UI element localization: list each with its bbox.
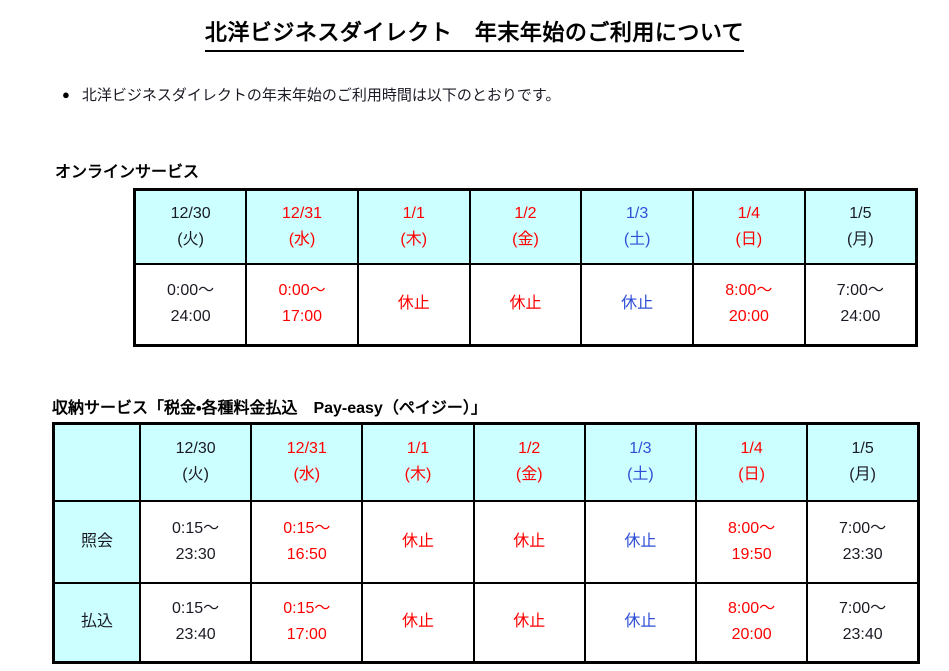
date-header-cell: 1/2 (金) [468,188,583,265]
date-header-cell: 1/1 (木) [356,188,471,265]
date-header-cell: 1/4 (日) [695,422,809,502]
schedule-cell: 休止 [356,262,471,347]
date-header-cell: 1/4 (日) [692,188,806,265]
date-header-row: 12/30 (火) 12/31 (水) 1/1 (木) 1/2 (金) 1/3 (土) 1/4 (日)… [133,188,918,265]
payeasy-service-table: 12/30 (火) 12/31 (水) 1/1 (木) 1/2 (金) 1/3 (土) 1/4 (日)… [52,422,920,664]
schedule-cell: 休止 [472,499,586,584]
schedule-cell: 休止 [361,499,475,584]
schedule-cell: 7:00～ 24:00 [803,262,918,347]
schedule-row: 0:00～ 24:00 0:00～ 17:00 休止 休止 休止 8:00～ 20:00 7:00… [133,262,918,347]
page-title-wrap: 北洋ビジネスダイレクト 年末年始のご利用について [0,15,949,52]
schedule-cell: 0:15～ 23:40 [138,581,253,664]
schedule-cell: 0:15～ 23:30 [138,499,253,584]
online-service-heading: オンラインサービス [55,164,200,181]
bullet-icon: ● [62,87,70,102]
online-table-head: 12/30 (火) 12/31 (水) 1/1 (木) 1/2 (金) 1/3 (土) 1/4 (日)… [133,188,918,265]
date-header-cell: 1/5 (月) [806,422,920,502]
schedule-cell: 8:00～ 19:50 [695,499,809,584]
row-label-cell: 払込 [52,581,141,664]
schedule-cell: 8:00～ 20:00 [695,581,809,664]
schedule-cell: 休止 [472,581,586,664]
schedule-cell: 休止 [361,581,475,664]
date-header-cell: 1/1 (木) [361,422,475,502]
date-header-cell: 1/5 (月) [803,188,918,265]
schedule-cell: 休止 [583,499,698,584]
date-header-cell: 12/31 (水) [245,188,359,265]
date-header-cell: 1/2 (金) [472,422,586,502]
schedule-cell: 休止 [468,262,583,347]
intro-line: ● 北洋ビジネスダイレクトの年末年始のご利用時間は以下のとおりです。 [62,84,560,105]
schedule-cell: 0:00～ 24:00 [133,262,248,347]
date-header-cell: 12/31 (水) [250,422,364,502]
schedule-row: 照会 0:15～ 23:30 0:15～ 16:50 休止 休止 休止 8:00～ 19:50 7:… [52,499,920,584]
corner-cell [52,422,141,502]
date-header-row: 12/30 (火) 12/31 (水) 1/1 (木) 1/2 (金) 1/3 (土) 1/4 (日)… [52,422,920,502]
online-table-body: 0:00～ 24:00 0:00～ 17:00 休止 休止 休止 8:00～ 20:00 7:00… [133,262,918,347]
row-label-cell: 照会 [52,499,141,584]
intro-text: 北洋ビジネスダイレクトの年末年始のご利用時間は以下のとおりです。 [81,87,561,104]
payeasy-service-heading: 収納サービス「税金・各種料金払込 Pay-easy（ペイジー）」 [52,400,487,417]
payeasy-table-body: 照会 0:15～ 23:30 0:15～ 16:50 休止 休止 休止 8:00～ 19:50 7:… [52,499,920,664]
schedule-cell: 0:15～ 16:50 [250,499,364,584]
schedule-cell: 0:00～ 17:00 [245,262,359,347]
schedule-cell: 休止 [580,262,695,347]
online-service-table: 12/30 (火) 12/31 (水) 1/1 (木) 1/2 (金) 1/3 (土) 1/4 (日)… [133,188,918,347]
date-header-cell: 1/3 (土) [583,422,698,502]
payeasy-table-head: 12/30 (火) 12/31 (水) 1/1 (木) 1/2 (金) 1/3 (土) 1/4 (日)… [52,422,920,502]
page-title: 北洋ビジネスダイレクト 年末年始のご利用について [204,15,745,52]
schedule-cell: 7:00～ 23:40 [806,581,920,664]
schedule-row: 払込 0:15～ 23:40 0:15～ 17:00 休止 休止 休止 8:00～ 20:00 7:… [52,581,920,664]
schedule-cell: 休止 [583,581,698,664]
date-header-cell: 1/3 (土) [580,188,695,265]
date-header-cell: 12/30 (火) [138,422,253,502]
schedule-cell: 0:15～ 17:00 [250,581,364,664]
date-header-cell: 12/30 (火) [133,188,248,265]
schedule-cell: 8:00～ 20:00 [692,262,806,347]
schedule-cell: 7:00～ 23:30 [806,499,920,584]
